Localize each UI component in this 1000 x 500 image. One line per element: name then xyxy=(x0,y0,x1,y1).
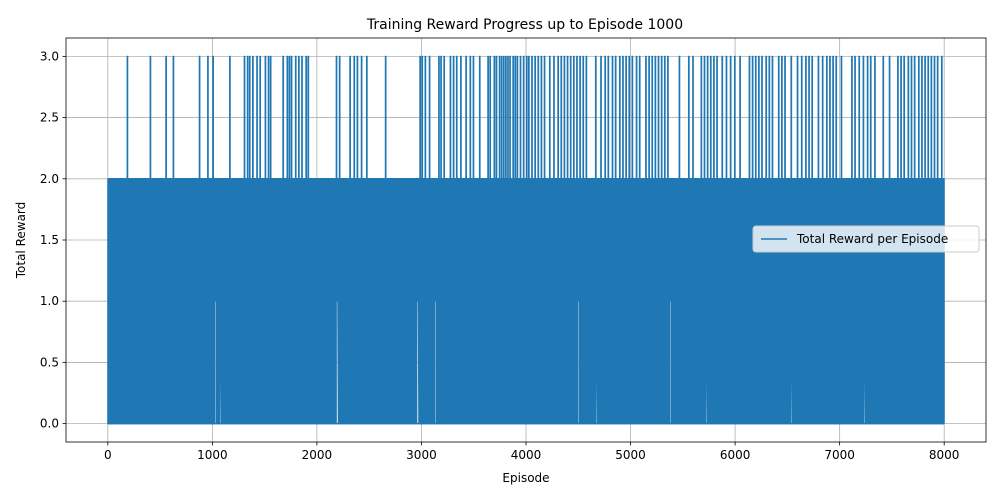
y-tick-label: 0.0 xyxy=(40,417,59,431)
x-tick-label: 5000 xyxy=(615,448,646,462)
legend-box xyxy=(752,225,980,253)
y-tick-label: 1.5 xyxy=(40,233,59,247)
axis-ticks: 0 1000 2000 3000 4000 5000 6000 7000 8000 0.0 0.5 1… xyxy=(40,49,960,462)
y-tick-label: 2.5 xyxy=(40,111,59,125)
chart-title: Training Reward Progress up to Episode 1… xyxy=(366,17,683,33)
y-axis-label: Total Reward xyxy=(14,202,28,280)
x-tick-label: 6000 xyxy=(720,448,751,462)
legend: Total Reward per Episode xyxy=(752,225,980,253)
x-tick-label: 7000 xyxy=(824,448,855,462)
y-tick-label: 2.0 xyxy=(40,172,59,186)
y-tick-label: 3.0 xyxy=(40,49,59,63)
series-layer xyxy=(107,55,945,425)
x-tick-label: 8000 xyxy=(929,448,960,462)
legend-entry-total-reward: Total Reward per Episode xyxy=(796,232,948,246)
x-tick-label: 4000 xyxy=(511,448,542,462)
x-tick-label: 3000 xyxy=(406,448,437,462)
x-tick-label: 0 xyxy=(104,448,112,462)
y-tick-label: 1.0 xyxy=(40,294,59,308)
y-tick-label: 0.5 xyxy=(40,355,59,369)
x-axis-label: Episode xyxy=(502,471,549,485)
x-tick-label: 1000 xyxy=(197,448,228,462)
x-tick-label: 2000 xyxy=(302,448,333,462)
